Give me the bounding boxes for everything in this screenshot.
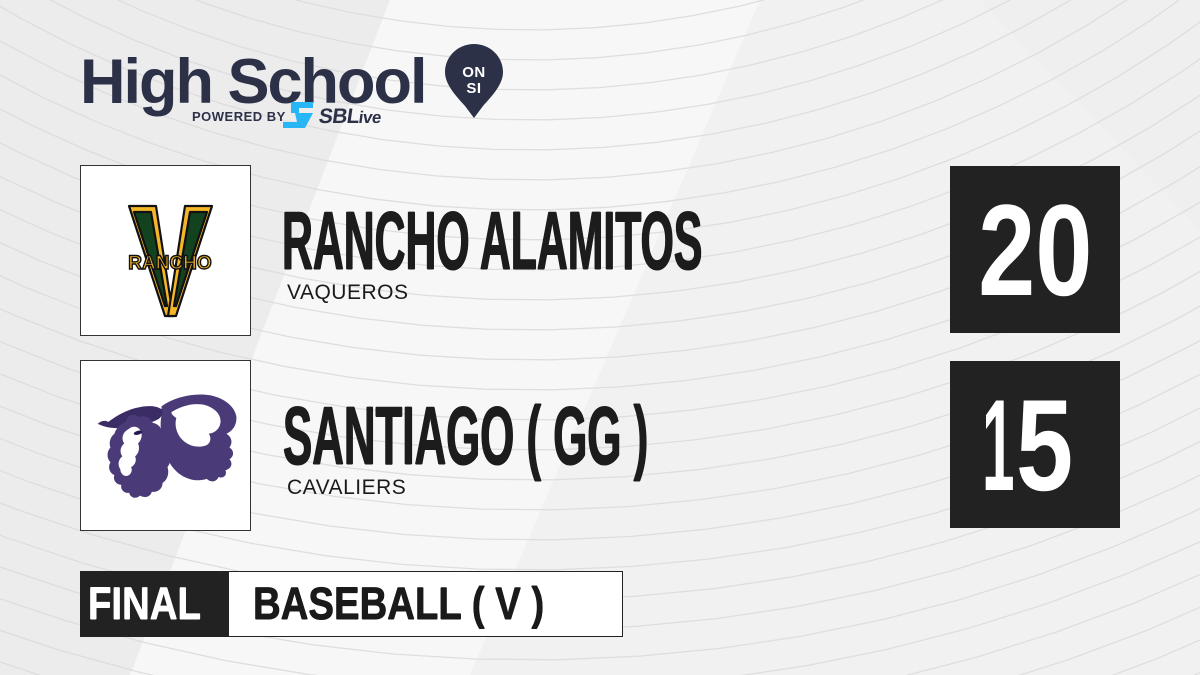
svg-text:SB: SB xyxy=(317,105,349,128)
svg-text:ON: ON xyxy=(463,64,487,81)
svg-text:ive: ive xyxy=(357,108,382,127)
svg-text:SI: SI xyxy=(467,80,482,97)
svg-text:RANCHO: RANCHO xyxy=(128,253,211,274)
